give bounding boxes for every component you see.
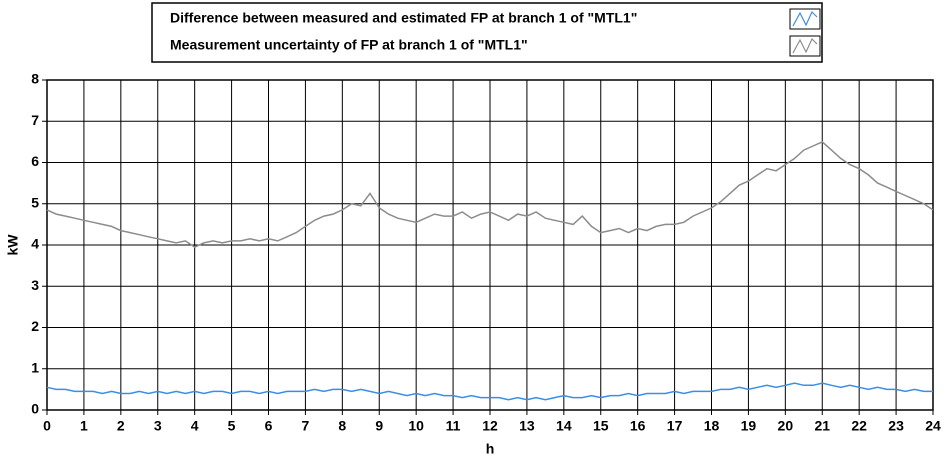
legend-icon	[792, 37, 818, 54]
series-line	[46, 141, 934, 248]
y-tick-label: 3	[31, 277, 39, 293]
x-tick-label: 18	[704, 418, 720, 434]
y-tick-label: 7	[31, 112, 39, 128]
legend-label: Difference between measured and estimate…	[170, 10, 637, 26]
x-tick-label: 11	[446, 418, 461, 434]
x-axis-label: h	[486, 441, 495, 457]
x-tick-label: 12	[482, 418, 498, 434]
y-tick-label: 8	[31, 71, 39, 87]
x-tick-label: 10	[408, 418, 424, 434]
x-tick-label: 19	[741, 418, 757, 434]
x-tick-label: 1	[80, 418, 88, 434]
x-tick-label: 6	[265, 418, 273, 434]
y-tick-label: 4	[31, 236, 39, 252]
x-tick-label: 22	[851, 418, 867, 434]
x-tick-label: 14	[556, 418, 572, 434]
x-tick-label: 8	[338, 418, 346, 434]
x-tick-label: 9	[375, 418, 383, 434]
legend-box	[151, 2, 823, 63]
x-tick-label: 3	[154, 418, 162, 434]
x-tick-label: 17	[667, 418, 683, 434]
x-tick-label: 4	[191, 418, 199, 434]
y-axis-label: kW	[5, 234, 21, 256]
legend-swatch	[789, 8, 821, 30]
x-tick-label: 23	[888, 418, 904, 434]
plot-frame	[46, 79, 934, 411]
y-tick-label: 2	[31, 318, 39, 334]
x-tick-label: 13	[519, 418, 535, 434]
legend: Difference between measured and estimate…	[151, 2, 823, 63]
series-line	[46, 382, 933, 401]
y-tick-label: 6	[31, 153, 39, 169]
x-tick-label: 7	[302, 418, 310, 434]
x-tick-label: 16	[630, 418, 646, 434]
x-tick-label: 2	[117, 418, 125, 434]
x-tick-label: 21	[814, 418, 830, 434]
legend-label: Measurement uncertainty of FP at branch …	[170, 37, 528, 53]
x-tick-label: 20	[778, 418, 794, 434]
x-tick-label: 24	[925, 418, 941, 434]
x-tick-label: 0	[43, 418, 51, 434]
y-tick-label: 0	[31, 401, 39, 417]
x-tick-label: 5	[228, 418, 236, 434]
legend-swatch	[789, 35, 821, 57]
y-tick-label: 5	[31, 194, 39, 210]
x-tick-label: 15	[593, 418, 609, 434]
legend-icon	[792, 10, 818, 27]
y-tick-label: 1	[31, 359, 39, 375]
